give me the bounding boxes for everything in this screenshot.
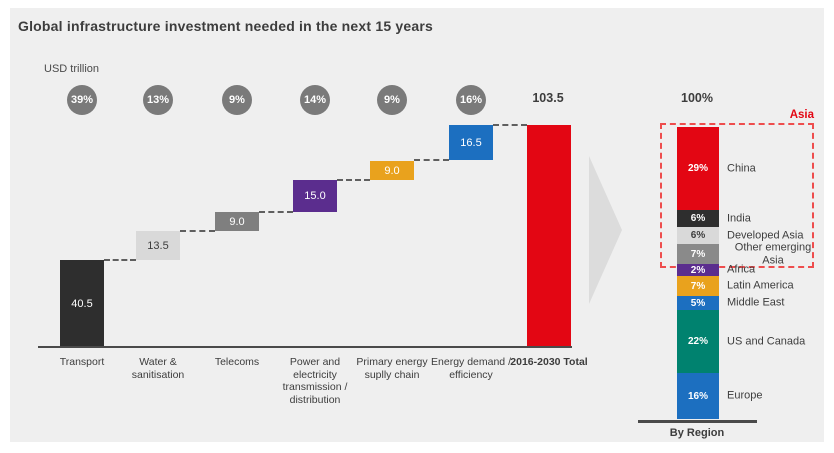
asia-group-label: Asia [789,109,814,121]
category-label-energy-demand-efficiency: Energy demand / efficiency [431,356,511,381]
segment-percent-label: 5% [690,297,706,309]
region-segment-europe: 16% [677,373,719,419]
category-label-transport: Transport [59,356,105,368]
waterfall-bar-transport: 40.5 [60,260,104,347]
unit-label: USD trillion [44,63,100,75]
share-badge-water-sanitisation: 13% [143,85,173,115]
waterfall-bar-primary-energy-suplly-chain: 9.0 [370,161,414,180]
region-segment-china: 29% [677,127,719,210]
segment-percent-label: 7% [690,248,706,260]
region-axis-line [638,420,757,423]
region-label-china: China [727,162,756,175]
segment-percent-label: 6% [690,230,706,241]
bar-value-label: 16.5 [460,136,482,149]
waterfall-connector [259,211,293,213]
waterfall-bar-power-and-electricity-transmission-distribution: 15.0 [293,180,337,212]
bar-value-label: 9.0 [384,164,400,177]
category-label-primary-energy-suplly-chain: Primary energy suplly chain [356,356,428,381]
waterfall-connector [104,259,136,261]
category-label-power-and-electricity-transmission-distribution: Power and electricity transmission / dis… [282,356,348,406]
region-label-europe: Europe [727,389,763,402]
bar-value-label: 40.5 [71,297,93,310]
category-label-total: 2016-2030 Total [510,356,588,368]
share-badge-primary-energy-suplly-chain: 9% [377,85,407,115]
region-segment-middle-east: 5% [677,296,719,310]
region-segment-developed-asia: 6% [677,227,719,244]
share-badge-transport: 39% [67,85,97,115]
region-label-developed-asia: Developed Asia [727,229,804,242]
by-region-label: By Region [669,427,725,439]
region-segment-africa: 2% [677,264,719,276]
segment-percent-label: 2% [690,264,706,276]
bar-value-label: 15.0 [304,190,326,202]
category-label-water-sanitisation: Water & sanitisation [131,356,185,381]
waterfall-bar-telecoms: 9.0 [215,212,259,231]
waterfall-connector [493,124,527,126]
region-segment-india: 6% [677,210,719,227]
asia-group-box [660,123,814,268]
region-segment-other-emerging-asia: 7% [677,244,719,264]
waterfall-connector [180,230,215,232]
region-segment-us-and-canada: 22% [677,310,719,373]
waterfall-bar-total [527,125,571,347]
region-label-us-and-canada: US and Canada [727,335,806,348]
segment-percent-label: 16% [687,390,708,402]
region-label-latin-america: Latin America [727,279,794,292]
category-label-telecoms: Telecoms [214,356,260,368]
waterfall-connector [337,179,370,181]
bar-value-label: 9.0 [229,215,245,228]
chart-title: Global infrastructure investment needed … [18,18,434,34]
segment-percent-label: 6% [690,213,706,224]
segment-percent-label: 7% [690,280,706,292]
region-segment-latin-america: 7% [677,276,719,296]
region-label-india: India [727,212,751,225]
total-value-label: 103.5 [532,91,564,105]
region-label-africa: Africa [727,263,756,276]
share-badge-telecoms: 9% [222,85,252,115]
waterfall-bar-water-sanitisation: 13.5 [136,231,180,260]
bar-value-label: 13.5 [147,239,169,252]
region-label-other-emerging-asia: Other emerging Asia [734,241,812,266]
waterfall-bar-energy-demand-efficiency: 16.5 [449,125,493,160]
waterfall-axis-line [38,346,572,348]
share-badge-energy-demand-efficiency: 16% [456,85,486,115]
region-total-label: 100% [681,91,713,105]
share-badge-power-and-electricity-transmission-distribution: 14% [300,85,330,115]
region-label-middle-east: Middle East [727,296,785,309]
segment-percent-label: 29% [687,163,708,174]
segment-percent-label: 22% [687,336,708,347]
waterfall-connector [414,159,449,161]
